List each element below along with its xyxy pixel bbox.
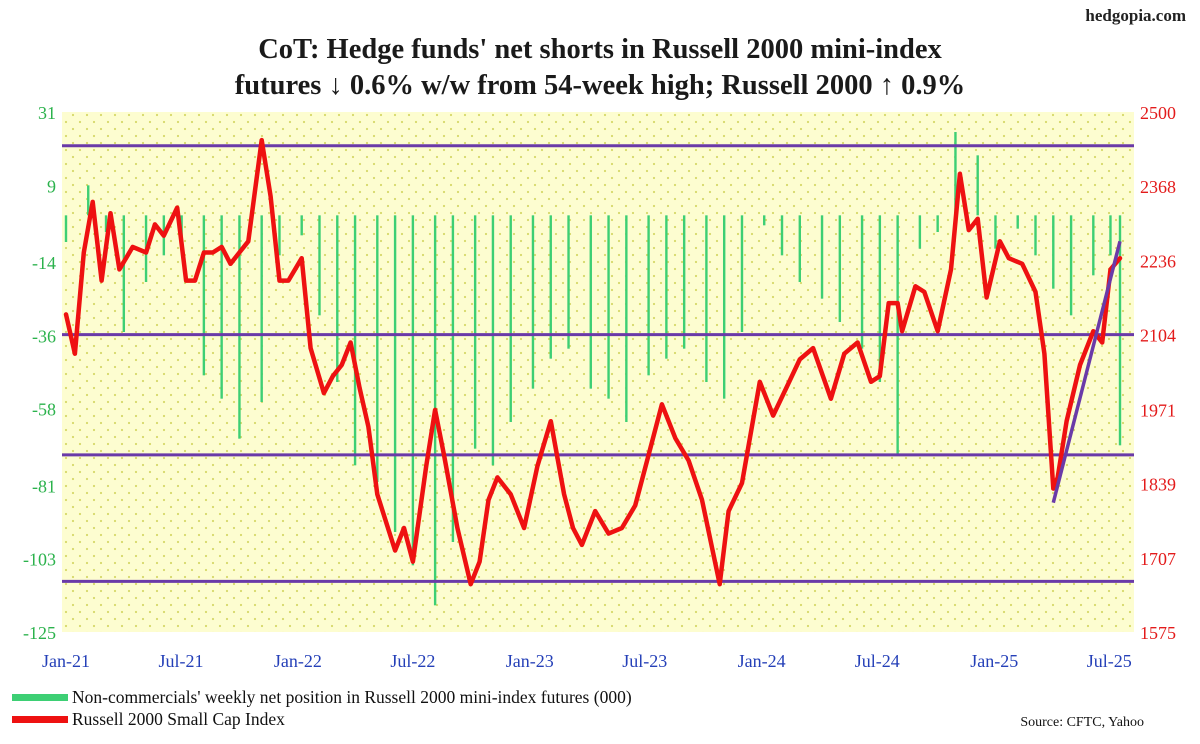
x-tick-label: Jul-21 [158, 651, 203, 671]
bar [589, 215, 592, 389]
y-right-tick-label: 1839 [1140, 475, 1176, 495]
bar [722, 215, 726, 399]
y-left-tick-label: 31 [38, 103, 56, 123]
x-tick-label: Jul-23 [622, 651, 667, 671]
y-right-tick-label: 2236 [1140, 251, 1176, 271]
chart-title-line-1: CoT: Hedge funds' net shorts in Russell … [258, 34, 942, 65]
bar [278, 215, 281, 256]
bar [411, 215, 415, 566]
bar [567, 215, 570, 349]
bar [104, 215, 108, 232]
x-tick-label: Jan-21 [42, 651, 90, 671]
x-axis: Jan-21 Jul-21 Jan-22 Jul-22 Jan-23 Jul-23 Jan-… [42, 651, 1132, 671]
line-series [63, 137, 1123, 587]
bar [936, 215, 939, 232]
y-right-tick-label: 2104 [1140, 326, 1176, 346]
y-left-tick-label: -36 [32, 326, 56, 346]
legend-swatch-bars [12, 693, 68, 701]
trendline-group [1051, 240, 1122, 504]
y-left-tick-label: -103 [23, 550, 56, 570]
bar [473, 215, 477, 449]
bar [509, 215, 512, 422]
bar [682, 215, 686, 349]
bar [1069, 215, 1073, 316]
x-tick-label: Jul-25 [1087, 651, 1132, 671]
chart-title: CoT: Hedge funds' net shorts in Russell … [0, 32, 1200, 103]
x-tick-label: Jul-22 [390, 651, 435, 671]
bar [740, 215, 744, 332]
bar [202, 215, 206, 376]
bar [122, 215, 126, 332]
bar [451, 215, 455, 543]
bar [860, 215, 864, 349]
bar [1118, 215, 1122, 446]
bar [665, 215, 668, 359]
bar [838, 215, 842, 322]
legend-item-line: Russell 2000 Small Cap Index [12, 708, 632, 730]
x-tick-label: Jan-25 [970, 651, 1018, 671]
bar [1052, 215, 1055, 289]
bar [607, 215, 610, 399]
y-right-tick-label: 1575 [1140, 623, 1176, 643]
legend: Non-commercials' weekly net position in … [12, 686, 632, 730]
bar [820, 215, 824, 299]
bar [954, 132, 957, 216]
bar [318, 215, 321, 316]
bar [705, 215, 708, 382]
y-left-tick-label: -14 [32, 253, 56, 273]
bar [393, 215, 397, 533]
bar [878, 215, 882, 382]
bar [220, 215, 223, 399]
y-right-tick-label: 2368 [1140, 177, 1176, 197]
bar [238, 215, 241, 439]
bar [376, 215, 379, 483]
y-left-tick-label: -81 [32, 476, 56, 496]
bar [798, 215, 801, 282]
bar [549, 215, 552, 359]
bar [64, 215, 68, 242]
bar [1109, 215, 1112, 256]
x-tick-label: Jan-22 [274, 651, 322, 671]
bar [1092, 215, 1095, 276]
bar [1034, 215, 1037, 256]
y-right-tick-label: 1707 [1140, 549, 1176, 569]
x-tick-label: Jan-24 [738, 651, 786, 671]
y-left-tick-label: 9 [47, 176, 56, 196]
y-left-tick-label: -125 [23, 623, 56, 643]
right-axis: 2500 2368 2236 2104 1971 1839 1707 1575 [1140, 103, 1176, 643]
bar [491, 215, 495, 466]
source-note: Source: CFTC, Yahoo [1020, 715, 1144, 730]
russell-2000-line [63, 137, 1123, 587]
bar [300, 215, 303, 236]
legend-swatch-line [12, 715, 68, 723]
legend-label-line: Russell 2000 Small Cap Index [72, 708, 285, 729]
bar [531, 215, 535, 389]
bar [976, 155, 979, 216]
x-tick-label: Jan-23 [506, 651, 554, 671]
bar [336, 215, 339, 382]
x-tick-label: Jul-24 [855, 651, 900, 671]
y-left-tick-label: -58 [32, 400, 56, 420]
chart-title-line-2: futures ↓ 0.6% w/w from 54-week high; Ru… [234, 69, 966, 101]
bar [647, 215, 650, 376]
bar [763, 215, 766, 226]
bar [353, 215, 357, 466]
bar [625, 215, 628, 422]
left-axis: 31 9 -14 -36 -58 -81 -103 -125 [23, 103, 56, 643]
legend-label-bars: Non-commercials' weekly net position in … [72, 686, 632, 707]
horizontal-lines [62, 144, 1134, 583]
y-right-tick-label: 2500 [1140, 103, 1176, 123]
site-watermark: hedgopia.com [1085, 6, 1186, 25]
trendline [1051, 240, 1122, 504]
bar [780, 215, 784, 256]
bar [1016, 215, 1019, 229]
legend-item-bars: Non-commercials' weekly net position in … [12, 686, 632, 708]
bar [994, 215, 997, 249]
y-right-tick-label: 1971 [1140, 400, 1176, 420]
bar [87, 185, 90, 216]
bar [918, 215, 922, 249]
bar [260, 215, 263, 402]
